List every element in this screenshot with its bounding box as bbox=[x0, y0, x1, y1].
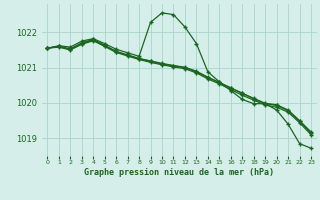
X-axis label: Graphe pression niveau de la mer (hPa): Graphe pression niveau de la mer (hPa) bbox=[84, 168, 274, 177]
